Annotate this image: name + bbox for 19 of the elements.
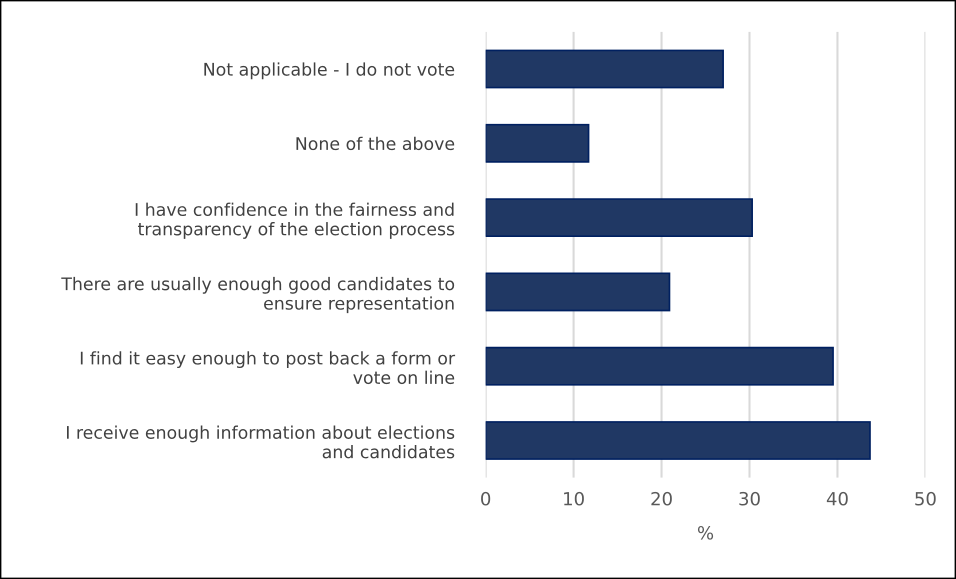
y-tick-label: I find it easy enough to post back a form or vote on line — [80, 351, 456, 384]
x-tick-label: 30 — [739, 492, 760, 506]
y-tick-label: I have confidence in the fairness and transparency of the election process — [136, 202, 454, 239]
bar — [486, 198, 753, 238]
bar — [486, 50, 724, 88]
bar — [486, 272, 670, 312]
x-axis-title: % — [698, 526, 714, 540]
y-tick-label: Not applicable - I do not vote — [204, 62, 454, 80]
bar — [486, 421, 871, 460]
bar — [486, 346, 834, 386]
x-tick-label: 40 — [826, 492, 848, 506]
bar — [486, 124, 590, 163]
y-tick-label: I receive enough information about elections and candidates — [66, 426, 454, 458]
x-tick-label: 50 — [915, 492, 936, 506]
y-tick-label: There are usually enough good candidates to ensure representation — [61, 276, 454, 314]
y-tick-label: None of the above — [296, 136, 454, 150]
x-tick-label: 0 — [481, 492, 490, 506]
x-tick-label: 10 — [564, 492, 584, 506]
x-tick-label: 20 — [651, 492, 672, 506]
